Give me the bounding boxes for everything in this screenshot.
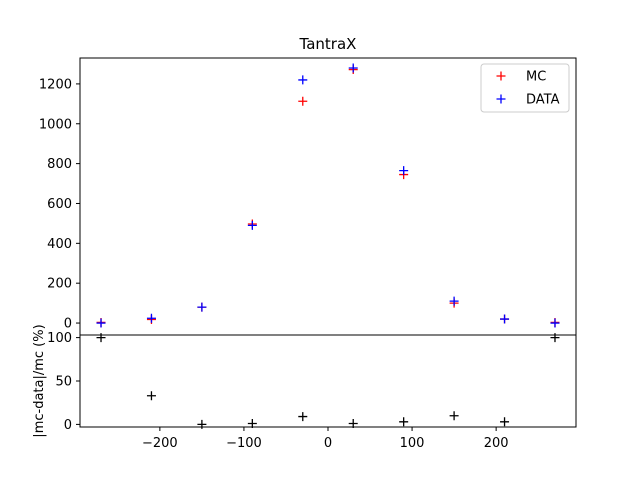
main-data-point xyxy=(247,220,257,230)
main-y-tick-label: 0 xyxy=(64,317,72,332)
x-tick-label: 200 xyxy=(484,436,509,451)
ratio-ratio-point xyxy=(197,419,207,429)
main-y-tick-label: 400 xyxy=(47,237,72,252)
chart-title: TantraX xyxy=(299,35,357,53)
ratio-ratio-point xyxy=(146,391,156,401)
main-mc-point xyxy=(298,96,308,106)
main-data-point xyxy=(500,314,510,324)
main-y-tick-label: 200 xyxy=(47,277,72,292)
main-y-tick-label: 800 xyxy=(47,157,72,172)
ratio-plot-frame xyxy=(79,334,577,428)
main-y-tick-label: 1000 xyxy=(39,117,72,132)
main-data-point xyxy=(348,63,358,73)
x-tick-label: 0 xyxy=(324,436,332,451)
legend-label-mc: MC xyxy=(526,70,546,85)
bottom-y-axis-label: |mc-data|/mc (%) xyxy=(32,324,47,437)
ratio-ratio-point xyxy=(348,419,358,429)
legend: MC DATA xyxy=(480,63,570,113)
ratio-ratio-point xyxy=(96,333,106,343)
main-data-point xyxy=(96,318,106,328)
ratio-ratio-point xyxy=(550,333,560,343)
ratio-ratio-point xyxy=(500,417,510,427)
x-tick-label: 100 xyxy=(400,436,425,451)
main-y-tick-label: 600 xyxy=(47,197,72,212)
ratio-ratio-point xyxy=(399,417,409,427)
legend-marker-mc xyxy=(496,71,506,81)
ratio-ratio-point xyxy=(298,412,308,422)
main-data-point xyxy=(550,318,560,328)
ratio-y-tick-label: 0 xyxy=(64,418,72,433)
x-tick-label: −100 xyxy=(226,436,262,451)
main-data-point xyxy=(146,313,156,323)
main-data-point xyxy=(449,296,459,306)
ratio-ratio-point xyxy=(449,411,459,421)
main-data-point xyxy=(298,75,308,85)
main-data-point xyxy=(197,302,207,312)
legend-marker-data xyxy=(496,94,506,104)
x-tick-label: −200 xyxy=(142,436,178,451)
main-y-tick-label: 1200 xyxy=(39,77,72,92)
ratio-ratio-point xyxy=(247,419,257,429)
ratio-y-tick-label: 100 xyxy=(47,331,72,346)
main-data-point xyxy=(399,166,409,176)
ratio-y-tick-label: 50 xyxy=(55,375,72,390)
legend-label-data: DATA xyxy=(526,93,560,108)
